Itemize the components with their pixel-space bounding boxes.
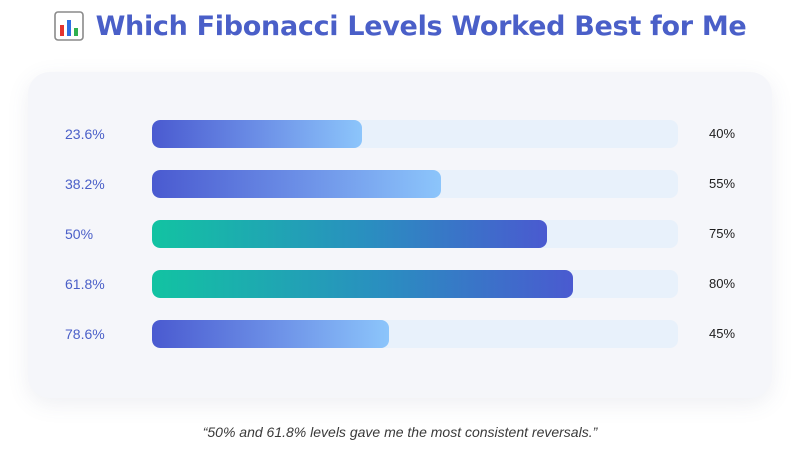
bar bbox=[152, 120, 362, 148]
value-label: 40% bbox=[709, 126, 736, 141]
value-label: 75% bbox=[709, 226, 736, 241]
bar bbox=[152, 220, 547, 248]
bar-row: 61.8% 80% bbox=[28, 270, 772, 298]
bar bbox=[152, 170, 441, 198]
category-label: 78.6% bbox=[65, 326, 105, 342]
bar-track bbox=[152, 220, 678, 248]
bar bbox=[152, 270, 573, 298]
footer-quote: “50% and 61.8% levels gave me the most c… bbox=[202, 424, 598, 440]
value-label: 55% bbox=[709, 176, 736, 191]
bar-track bbox=[152, 270, 678, 298]
bar-row: 50% 75% bbox=[28, 220, 772, 248]
chart-title: Which Fibonacci Levels Worked Best for M… bbox=[95, 10, 747, 42]
bar-track bbox=[152, 120, 678, 148]
category-label: 61.8% bbox=[65, 276, 105, 292]
bar-track bbox=[152, 170, 678, 198]
bar-row: 23.6% 40% bbox=[28, 120, 772, 148]
bar-track bbox=[152, 320, 678, 348]
chart-header: Which Fibonacci Levels Worked Best for M… bbox=[0, 6, 800, 46]
value-label: 80% bbox=[709, 276, 736, 291]
bar-row: 38.2% 55% bbox=[28, 170, 772, 198]
bar bbox=[152, 320, 389, 348]
value-label: 45% bbox=[709, 326, 736, 341]
category-label: 50% bbox=[65, 226, 94, 242]
chart-card: 23.6% 40% 38.2% 55% 50% 75% 61.8% 80% 78.6% 45% bbox=[28, 72, 772, 398]
category-label: 23.6% bbox=[65, 126, 105, 142]
bar-chart-icon bbox=[53, 11, 84, 41]
bar-row: 78.6% 45% bbox=[28, 320, 772, 348]
category-label: 38.2% bbox=[65, 176, 105, 192]
